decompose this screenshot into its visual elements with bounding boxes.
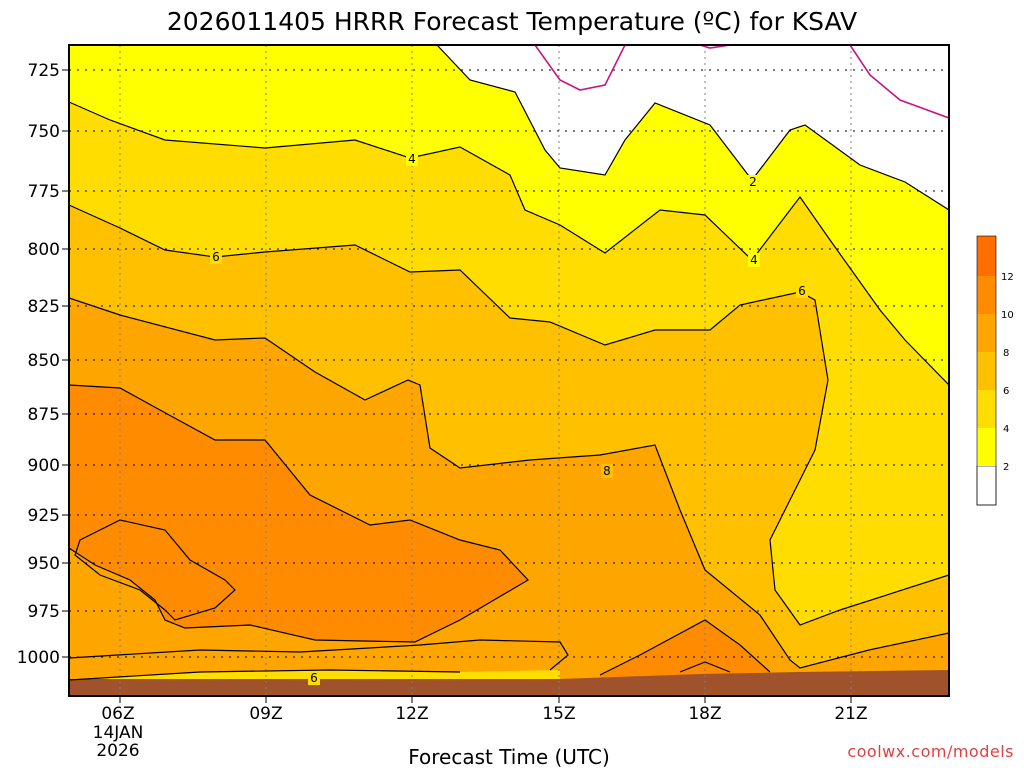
colorbar-8-10 xyxy=(977,314,996,352)
contour-6-low xyxy=(69,669,461,681)
x-axis-label: Forecast Time (UTC) xyxy=(408,745,610,768)
y-tick-900: 900 xyxy=(28,456,60,476)
y-tick-775: 775 xyxy=(28,182,60,202)
y-tick-1000: 1000 xyxy=(17,648,60,668)
band-10-12-low xyxy=(600,620,770,678)
colorbar-4-6 xyxy=(977,390,996,428)
colorbar-6-8 xyxy=(977,352,996,390)
x-tick-06z: 06Z xyxy=(101,704,134,724)
ground-left xyxy=(69,679,460,696)
y-tick-850: 850 xyxy=(28,351,60,371)
colorbar-label-4: 4 xyxy=(1003,424,1009,435)
contour-label-6c: 6 xyxy=(310,671,318,685)
colorbar-2-4 xyxy=(977,428,996,466)
colorbar-label-12: 12 xyxy=(1001,272,1014,283)
contour-12-low xyxy=(679,661,731,673)
colorbar: 2 4 6 8 10 12 xyxy=(976,235,1014,506)
x-date-year: 2026 xyxy=(96,741,139,761)
contour-label-4a: 4 xyxy=(408,152,416,166)
y-tick-875: 875 xyxy=(28,405,60,425)
y-axis: 725 750 775 800 825 850 875 900 925 950 … xyxy=(17,61,69,668)
colorbar-label-8: 8 xyxy=(1003,348,1009,359)
chart-title: 2026011405 HRRR Forecast Temperature (ºC… xyxy=(167,7,857,36)
y-tick-800: 800 xyxy=(28,240,60,260)
credit-link[interactable]: coolwx.com/models xyxy=(847,742,1014,761)
x-tick-12z: 12Z xyxy=(395,704,428,724)
contour-10 xyxy=(69,384,529,643)
y-tick-975: 975 xyxy=(28,602,60,622)
plot-frame xyxy=(68,44,950,697)
grid-horizontal xyxy=(69,69,949,658)
y-tick-925: 925 xyxy=(28,506,60,526)
contour-label-6b: 6 xyxy=(798,284,806,298)
y-tick-950: 950 xyxy=(28,554,60,574)
y-tick-750: 750 xyxy=(28,122,60,142)
colorbar-above-12 xyxy=(977,236,996,276)
contour-label-8: 8 xyxy=(603,464,611,478)
x-tick-09z: 09Z xyxy=(249,704,282,724)
y-tick-725: 725 xyxy=(28,61,60,81)
x-tick-21z: 21Z xyxy=(834,704,867,724)
colorbar-below-2 xyxy=(976,465,997,506)
contour-labels: 2 4 4 4 6 6 6 8 xyxy=(210,152,808,685)
contour-10-low xyxy=(599,619,771,676)
colorbar-frame xyxy=(976,235,997,506)
colorbar-label-6: 6 xyxy=(1003,386,1009,397)
x-date-day: 14JAN xyxy=(93,723,144,743)
x-tick-15z: 15Z xyxy=(542,704,575,724)
colorbar-10-12 xyxy=(977,276,996,314)
contour-8-low xyxy=(69,639,569,671)
ground-right xyxy=(560,670,949,696)
contour-4 xyxy=(69,101,949,386)
x-tick-18z: 18Z xyxy=(688,704,721,724)
contour-8 xyxy=(69,297,949,669)
contour-label-6a: 6 xyxy=(212,250,220,264)
contour-12 xyxy=(74,519,236,621)
contour-label-4b: 4 xyxy=(750,253,758,267)
colorbar-label-2: 2 xyxy=(1003,462,1009,473)
band-10-12 xyxy=(69,385,528,642)
contour-6 xyxy=(69,204,949,626)
y-tick-825: 825 xyxy=(28,297,60,317)
contour-2 xyxy=(436,45,949,211)
contour-lines xyxy=(69,45,949,681)
colorbar-label-10: 10 xyxy=(1001,310,1014,321)
contour-label-2: 2 xyxy=(749,175,757,189)
x-axis: 06Z 09Z 12Z 15Z 18Z 21Z 14JAN 2026 Forec… xyxy=(93,696,868,768)
